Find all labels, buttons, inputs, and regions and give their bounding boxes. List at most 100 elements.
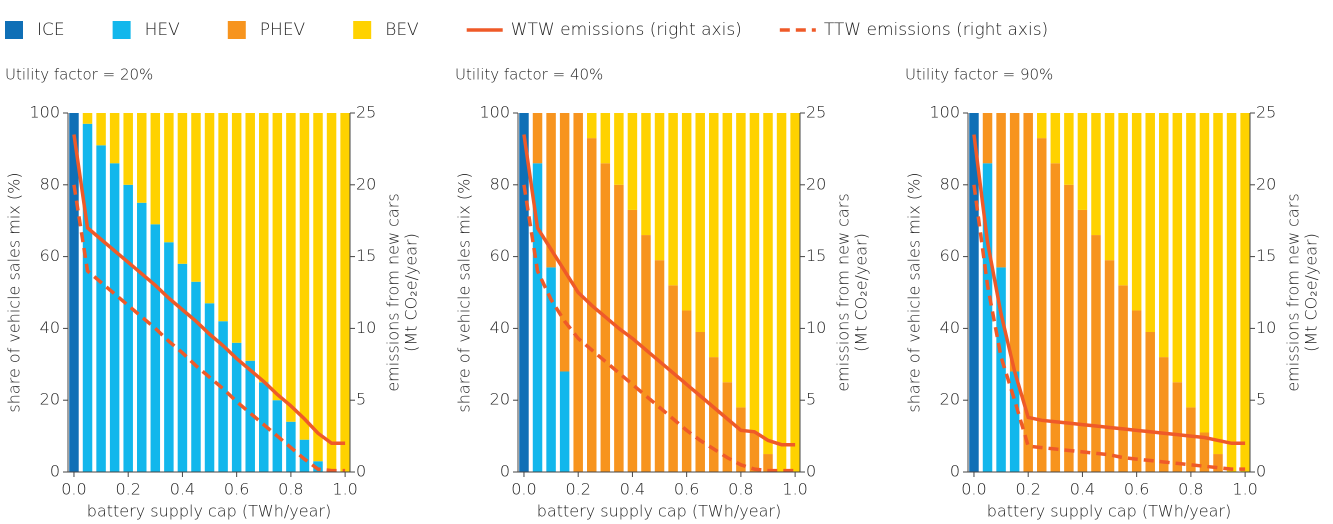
bar-segment bbox=[1172, 382, 1183, 472]
legend-label: BEV bbox=[385, 20, 419, 40]
chart-title: Utility factor = 90% bbox=[905, 66, 1053, 84]
bar-segment bbox=[654, 113, 665, 261]
bar-segment bbox=[96, 145, 106, 472]
y-tick-label: 40 bbox=[490, 318, 510, 337]
bar-segment bbox=[709, 113, 719, 358]
bar-segment bbox=[177, 113, 188, 264]
bar-segment bbox=[600, 113, 611, 164]
bar-segment bbox=[82, 113, 93, 124]
bar-segment bbox=[69, 113, 79, 472]
legend-label: HEV bbox=[145, 20, 181, 40]
y-tick-label: 0 bbox=[950, 462, 960, 481]
y-tick-label: 80 bbox=[940, 174, 960, 193]
y2-tick-label: 25 bbox=[1256, 103, 1276, 122]
bar-segment bbox=[546, 267, 556, 472]
legend-swatch bbox=[112, 21, 131, 39]
bar-segment bbox=[1091, 235, 1101, 472]
y2-tick-label: 0 bbox=[1256, 462, 1266, 481]
y2-tick-label: 20 bbox=[356, 174, 376, 193]
x-tick-label: 0.0 bbox=[511, 480, 536, 499]
x-axis-label: battery supply cap (TWh/year) bbox=[987, 502, 1231, 521]
y-tick-label: 60 bbox=[940, 246, 960, 265]
bar-segment bbox=[559, 113, 570, 372]
bar-segment bbox=[272, 113, 283, 401]
y2-tick-label: 25 bbox=[356, 103, 376, 122]
y2-tick-label: 20 bbox=[806, 174, 826, 193]
chart-title: Utility factor = 40% bbox=[455, 66, 603, 84]
bar-segment bbox=[587, 113, 597, 139]
bar-segment bbox=[259, 113, 269, 383]
bar-segment bbox=[722, 113, 733, 383]
bar-segment bbox=[695, 331, 705, 472]
bar-segment bbox=[1131, 310, 1142, 472]
legend-label: ICE bbox=[37, 20, 65, 40]
y-tick-label: 100 bbox=[29, 103, 60, 122]
y2-tick-label: 0 bbox=[356, 462, 366, 481]
y-tick-label: 0 bbox=[500, 462, 510, 481]
bar-segment bbox=[150, 113, 161, 225]
bar-segment bbox=[313, 113, 323, 462]
bar-segment bbox=[204, 113, 215, 304]
legend-label: TTW emissions (right axis) bbox=[824, 20, 1048, 40]
bar-segment bbox=[695, 113, 705, 332]
bar-segment bbox=[654, 260, 665, 472]
bar-segment bbox=[313, 461, 323, 472]
y-tick-label: 100 bbox=[929, 103, 960, 122]
y-tick-label: 100 bbox=[479, 103, 510, 122]
emission-line bbox=[972, 184, 1246, 471]
x-tick-label: 0.6 bbox=[224, 480, 249, 499]
x-tick-label: 1.0 bbox=[1232, 480, 1257, 499]
bar-segment bbox=[641, 235, 651, 472]
bar-segment bbox=[299, 439, 310, 472]
bar-segment bbox=[218, 321, 228, 472]
x-tick-label: 0.2 bbox=[115, 480, 140, 499]
emission-line bbox=[522, 184, 796, 473]
bar-segment bbox=[1009, 113, 1020, 372]
bar-segment bbox=[1159, 113, 1169, 358]
y2-axis-label: emissions from new cars bbox=[384, 193, 403, 391]
bar-segment bbox=[996, 113, 1006, 268]
bar-segment bbox=[614, 113, 624, 185]
bar-segment bbox=[1159, 357, 1169, 472]
y-axis-label: share of vehicle sales mix (%) bbox=[905, 172, 924, 412]
bar-segment bbox=[1037, 113, 1047, 139]
bar-segment bbox=[627, 209, 638, 472]
bar-segment bbox=[749, 113, 760, 433]
legend-label: WTW emissions (right axis) bbox=[511, 20, 742, 40]
bar-segment bbox=[668, 113, 678, 286]
bar-segment bbox=[532, 113, 543, 164]
bar-segment bbox=[1226, 113, 1237, 472]
y-tick-label: 20 bbox=[940, 390, 960, 409]
y2-axis-label: emissions from new cars bbox=[834, 193, 853, 391]
bar-segment bbox=[299, 113, 310, 440]
bar-segment bbox=[763, 113, 773, 455]
bar-segment bbox=[1118, 113, 1128, 286]
bar-segment bbox=[137, 113, 147, 203]
y2-tick-label: 15 bbox=[806, 246, 826, 265]
bar-segment bbox=[259, 382, 269, 472]
x-axis-label: battery supply cap (TWh/year) bbox=[87, 502, 331, 521]
bar-segment bbox=[1037, 138, 1047, 472]
bar-segment bbox=[1145, 331, 1155, 472]
y2-axis-label: emissions from new cars bbox=[1284, 193, 1303, 391]
bar-segment bbox=[519, 113, 529, 472]
x-tick-label: 0.2 bbox=[565, 480, 590, 499]
bar-segment bbox=[749, 432, 760, 472]
bar-segment bbox=[776, 113, 787, 472]
bar-segment bbox=[191, 113, 201, 282]
chart-title: Utility factor = 20% bbox=[5, 66, 153, 84]
y2-tick-label: 15 bbox=[1256, 246, 1276, 265]
x-tick-label: 0.4 bbox=[170, 480, 195, 499]
bar-segment bbox=[326, 113, 337, 472]
bar-segment bbox=[1213, 113, 1223, 455]
y2-axis-label: (Mt CO₂e/year) bbox=[1302, 233, 1321, 352]
y-tick-label: 20 bbox=[490, 390, 510, 409]
bar-segment bbox=[969, 113, 979, 472]
bar-segment bbox=[109, 163, 120, 472]
bar-segment bbox=[1091, 113, 1101, 236]
bar-segment bbox=[546, 113, 556, 268]
y-tick-label: 80 bbox=[40, 174, 60, 193]
bar-segment bbox=[681, 310, 692, 472]
y2-tick-label: 10 bbox=[356, 318, 376, 337]
bar-segment bbox=[340, 113, 350, 472]
